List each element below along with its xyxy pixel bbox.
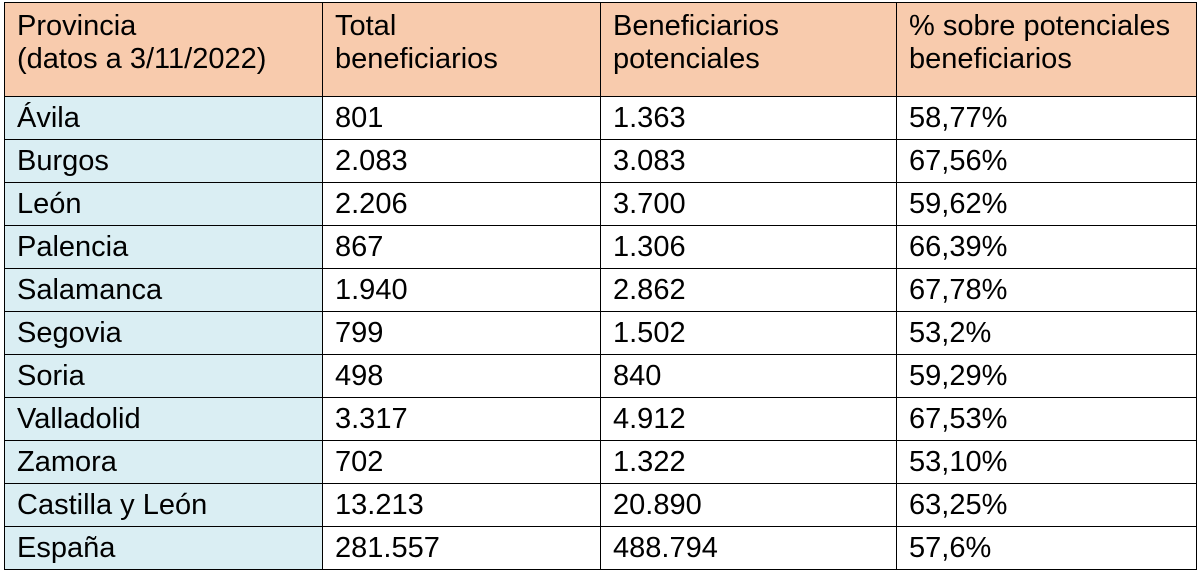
cell-porcentaje: 66,39%	[896, 225, 1197, 269]
cell-provincia: Segovia	[4, 311, 323, 355]
table-row: Castilla y León 13.213 20.890 63,25%	[4, 483, 1197, 527]
table-row: León 2.206 3.700 59,62%	[4, 182, 1197, 226]
cell-potenciales: 1.502	[600, 311, 897, 355]
cell-provincia: Salamanca	[4, 268, 323, 312]
header-potenciales-line1: Beneficiarios	[613, 10, 780, 42]
cell-total: 2.083	[322, 139, 601, 183]
cell-provincia: Castilla y León	[4, 483, 323, 527]
table-header: Provincia (datos a 3/11/2022) Total bene…	[4, 2, 1197, 97]
cell-total: 498	[322, 354, 601, 398]
cell-potenciales: 20.890	[600, 483, 897, 527]
cell-provincia: Burgos	[4, 139, 323, 183]
cell-total: 2.206	[322, 182, 601, 226]
header-provincia: Provincia (datos a 3/11/2022)	[4, 2, 323, 97]
header-provincia-line2: (datos a 3/11/2022)	[17, 43, 267, 75]
cell-total: 801	[322, 96, 601, 140]
cell-total: 867	[322, 225, 601, 269]
cell-total: 702	[322, 440, 601, 484]
table-row: Burgos 2.083 3.083 67,56%	[4, 139, 1197, 183]
cell-provincia: Soria	[4, 354, 323, 398]
cell-total: 13.213	[322, 483, 601, 527]
cell-potenciales: 840	[600, 354, 897, 398]
cell-potenciales: 1.306	[600, 225, 897, 269]
table-row: Segovia 799 1.502 53,2%	[4, 311, 1197, 355]
header-potenciales-line2: potenciales	[613, 43, 760, 75]
header-total-beneficiarios: Total beneficiarios	[322, 2, 601, 97]
table-row: Soria 498 840 59,29%	[4, 354, 1197, 398]
cell-porcentaje: 67,56%	[896, 139, 1197, 183]
cell-porcentaje: 53,10%	[896, 440, 1197, 484]
cell-porcentaje: 59,62%	[896, 182, 1197, 226]
cell-porcentaje: 57,6%	[896, 526, 1197, 570]
cell-provincia: Zamora	[4, 440, 323, 484]
cell-provincia: Ávila	[4, 96, 323, 140]
cell-potenciales: 2.862	[600, 268, 897, 312]
cell-provincia: Palencia	[4, 225, 323, 269]
cell-potenciales: 3.700	[600, 182, 897, 226]
cell-potenciales: 488.794	[600, 526, 897, 570]
cell-provincia: León	[4, 182, 323, 226]
header-porcentaje-line1: % sobre potenciales	[909, 10, 1171, 42]
cell-potenciales: 1.363	[600, 96, 897, 140]
table-row: Salamanca 1.940 2.862 67,78%	[4, 268, 1197, 312]
cell-provincia: Valladolid	[4, 397, 323, 441]
header-provincia-line1: Provincia	[17, 10, 137, 42]
header-total-line1: Total	[335, 10, 397, 42]
table-body: Ávila 801 1.363 58,77% Burgos 2.083 3.08…	[4, 96, 1197, 570]
header-row: Provincia (datos a 3/11/2022) Total bene…	[4, 2, 1197, 97]
cell-porcentaje: 63,25%	[896, 483, 1197, 527]
cell-total: 799	[322, 311, 601, 355]
cell-porcentaje: 67,53%	[896, 397, 1197, 441]
cell-provincia: España	[4, 526, 323, 570]
table-row: España 281.557 488.794 57,6%	[4, 526, 1197, 570]
table-row: Valladolid 3.317 4.912 67,53%	[4, 397, 1197, 441]
table-row: Palencia 867 1.306 66,39%	[4, 225, 1197, 269]
header-total-line2: beneficiarios	[335, 43, 498, 75]
cell-total: 1.940	[322, 268, 601, 312]
table-row: Ávila 801 1.363 58,77%	[4, 96, 1197, 140]
cell-porcentaje: 58,77%	[896, 96, 1197, 140]
header-beneficiarios-potenciales: Beneficiarios potenciales	[600, 2, 897, 97]
table-row: Zamora 702 1.322 53,10%	[4, 440, 1197, 484]
beneficiarios-table: Provincia (datos a 3/11/2022) Total bene…	[4, 2, 1197, 570]
cell-porcentaje: 59,29%	[896, 354, 1197, 398]
cell-potenciales: 3.083	[600, 139, 897, 183]
cell-potenciales: 1.322	[600, 440, 897, 484]
cell-total: 3.317	[322, 397, 601, 441]
cell-total: 281.557	[322, 526, 601, 570]
header-porcentaje: % sobre potenciales beneficiarios	[896, 2, 1197, 97]
cell-porcentaje: 53,2%	[896, 311, 1197, 355]
cell-porcentaje: 67,78%	[896, 268, 1197, 312]
header-porcentaje-line2: beneficiarios	[909, 43, 1072, 75]
cell-potenciales: 4.912	[600, 397, 897, 441]
